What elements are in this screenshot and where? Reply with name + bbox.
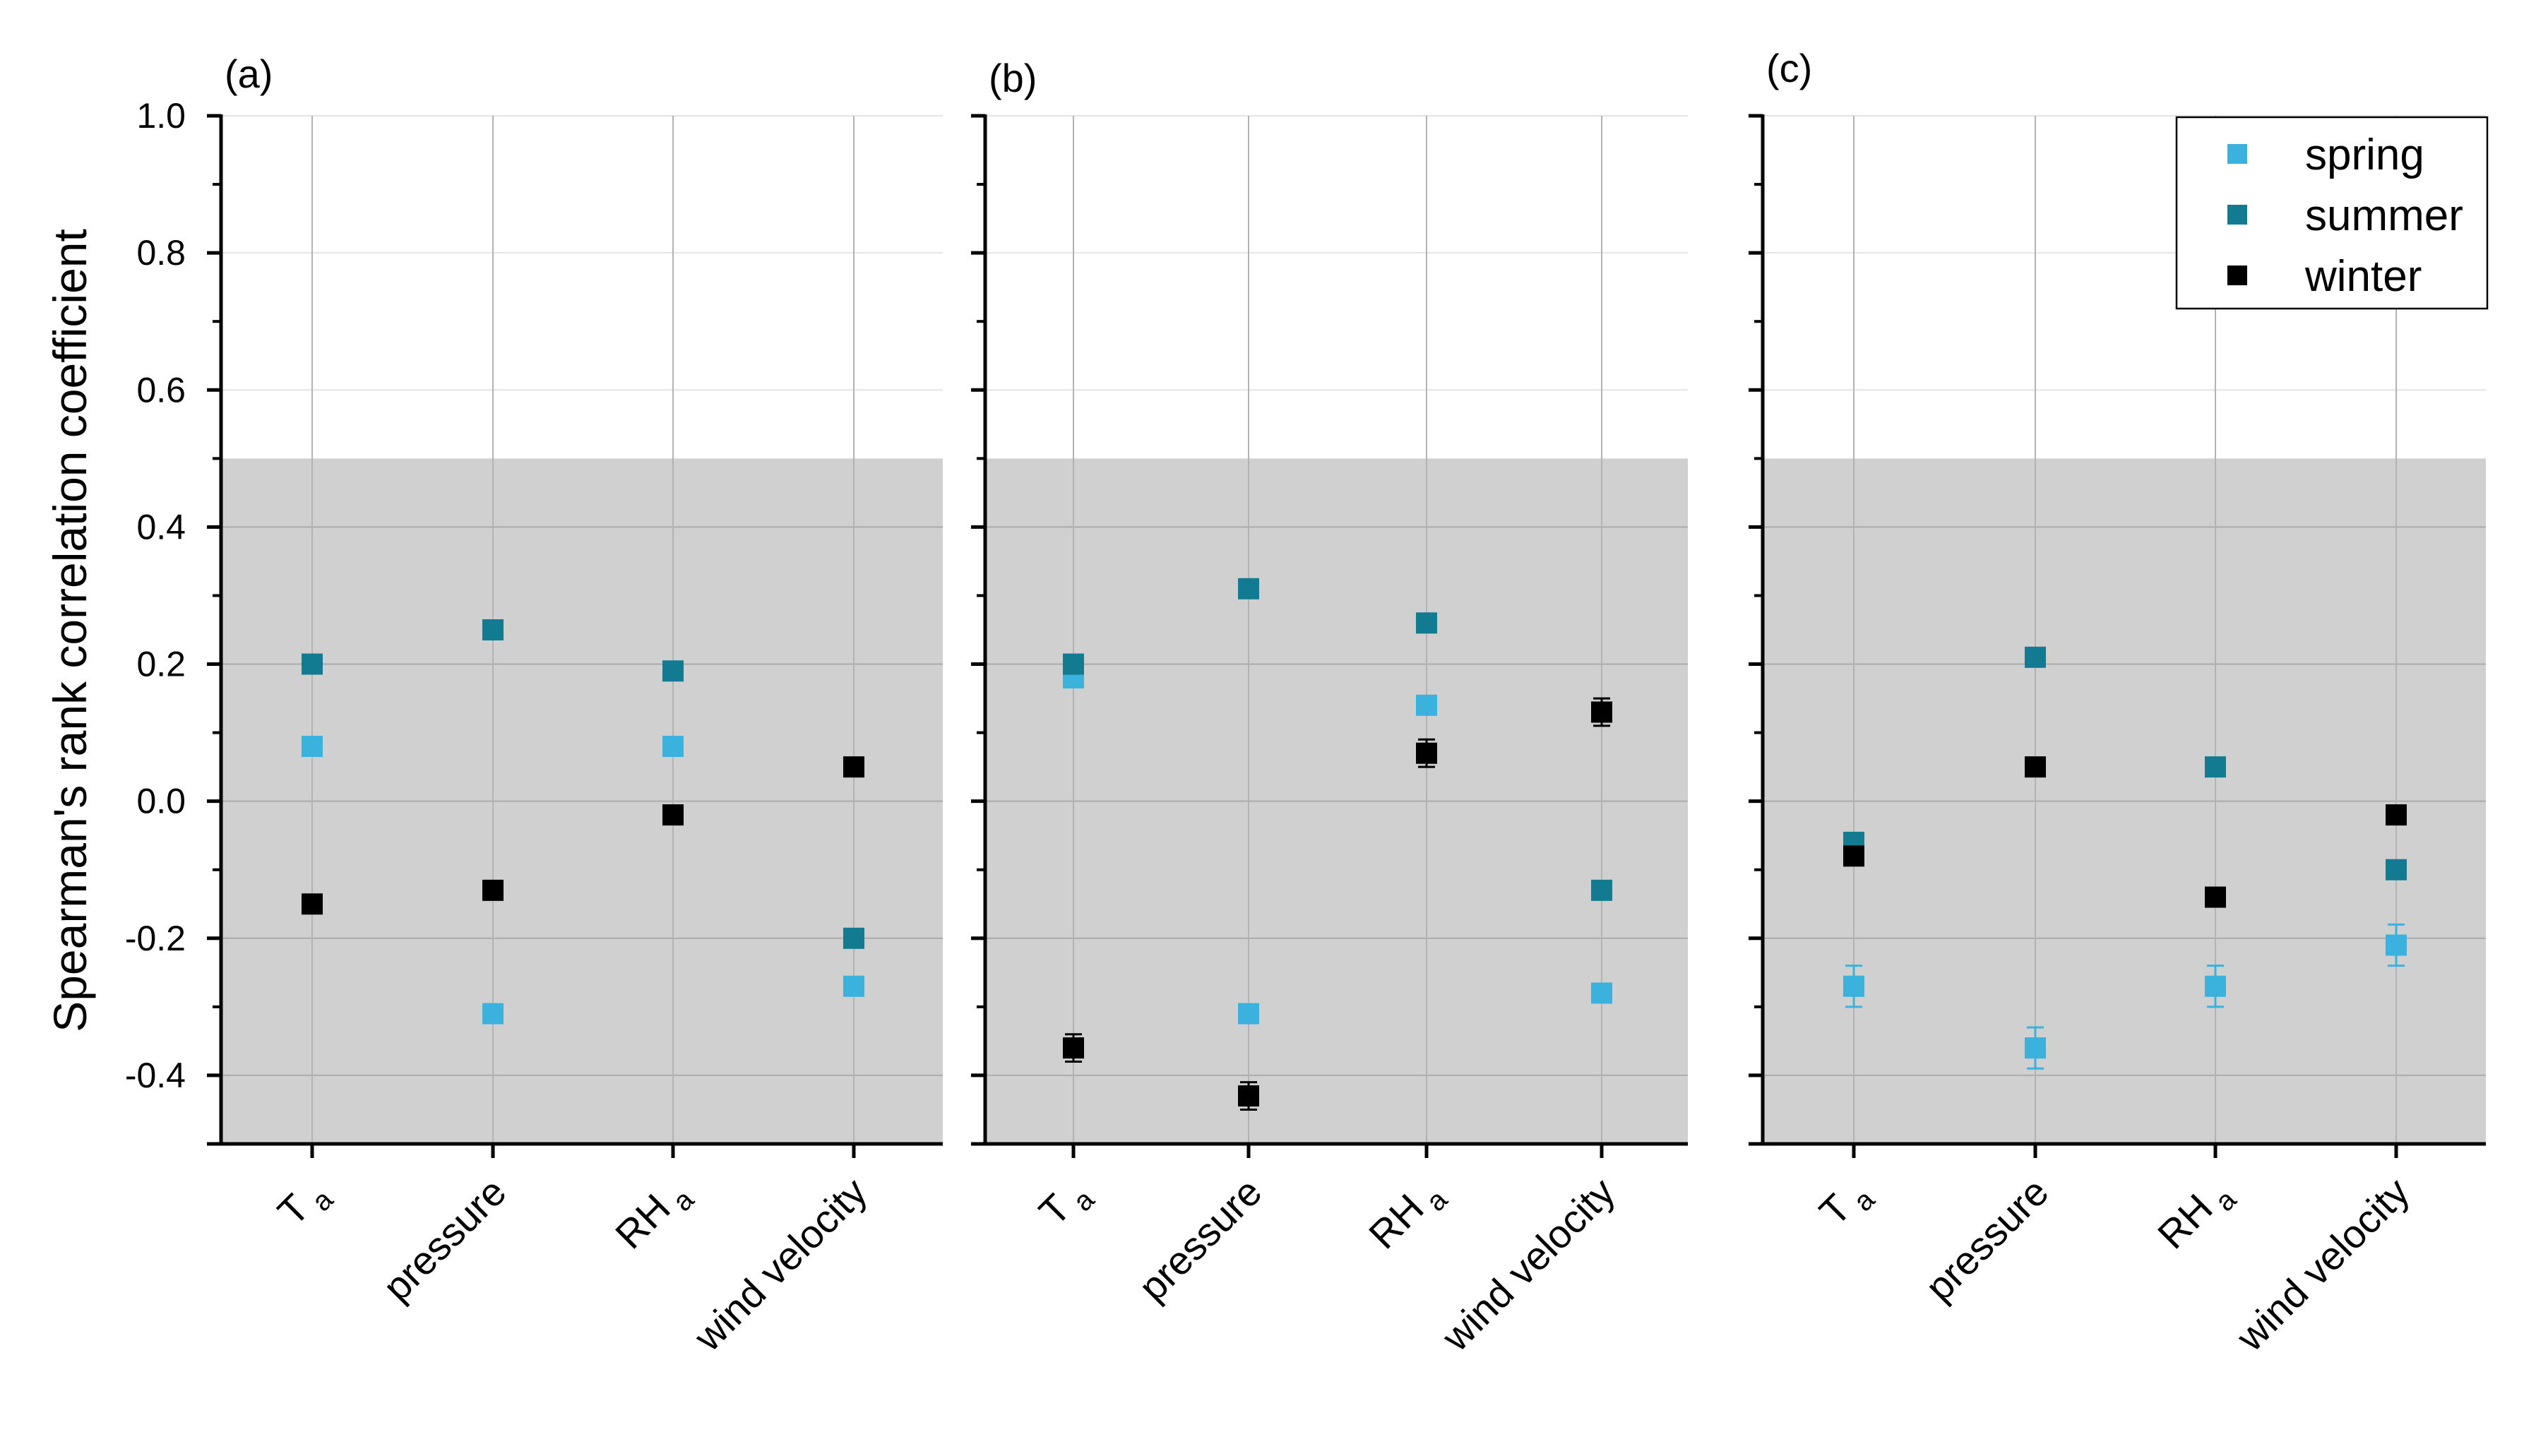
legend: spring summer winter (2175, 116, 2489, 310)
y-tick-label: -0.2 (125, 919, 186, 958)
data-point-winter (1416, 742, 1437, 764)
data-point-winter (1063, 1037, 1084, 1059)
legend-label-summer: summer (2305, 191, 2463, 240)
legend-swatch-summer (2227, 205, 2247, 225)
data-point-summer (302, 653, 323, 675)
y-axis-label: Spearman's rank correlation coefficient (44, 229, 96, 1032)
data-point-spring (843, 975, 864, 997)
data-point-winter (2205, 886, 2226, 908)
y-tick-label: -0.4 (125, 1056, 186, 1095)
y-tick-label: 0.6 (136, 370, 186, 410)
data-point-spring (2205, 975, 2226, 997)
panel-b-label: (b) (989, 56, 1037, 100)
data-point-summer (1591, 879, 1612, 901)
data-point-summer (1238, 578, 1259, 599)
data-point-layer (302, 578, 2407, 1111)
data-point-winter (1591, 701, 1612, 723)
x-category-label: Ta (269, 1169, 340, 1239)
data-point-summer (662, 660, 684, 682)
data-point-winter (662, 804, 684, 826)
x-category-label: pressure (1130, 1169, 1270, 1310)
data-point-spring (482, 1003, 504, 1025)
axis-layer (207, 114, 2486, 1158)
data-point-spring (662, 736, 684, 758)
y-tick-label: 0.2 (136, 645, 186, 684)
data-point-spring (2386, 934, 2407, 956)
panel-c-label: (c) (1766, 46, 1812, 90)
data-point-spring (2025, 1037, 2046, 1059)
y-tick-label: 0.8 (136, 233, 186, 273)
panel-a-label: (a) (225, 52, 273, 96)
data-point-summer (1416, 612, 1437, 634)
x-category-label: wind velocity (2227, 1169, 2418, 1360)
y-tick-label: 0.4 (136, 507, 186, 547)
x-category-label: RHa (2149, 1169, 2243, 1263)
data-point-winter (302, 893, 323, 915)
x-category-label: RHa (607, 1169, 701, 1263)
data-point-summer (843, 927, 864, 949)
data-point-summer (2025, 646, 2046, 668)
gridline-layer (221, 115, 2486, 1144)
x-category-label: Ta (1811, 1169, 1881, 1239)
data-point-winter (843, 756, 864, 778)
data-point-spring (1416, 694, 1437, 716)
data-point-winter (1843, 845, 1864, 867)
x-category-label: wind velocity (1433, 1169, 1624, 1360)
legend-swatch-spring (2227, 144, 2247, 164)
data-point-summer (1063, 653, 1084, 675)
data-point-spring (1238, 1003, 1259, 1025)
x-category-label: RHa (1360, 1169, 1454, 1263)
x-category-label: pressure (1917, 1169, 2057, 1310)
data-point-winter (482, 879, 504, 901)
data-point-spring (1843, 975, 1864, 997)
data-point-winter (2386, 804, 2407, 826)
data-point-spring (1591, 982, 1612, 1004)
x-category-label: pressure (374, 1169, 515, 1310)
data-point-spring (302, 736, 323, 758)
data-point-summer (2205, 756, 2226, 778)
data-point-winter (1238, 1085, 1259, 1107)
data-point-summer (2386, 859, 2407, 881)
x-category-label: wind velocity (685, 1169, 876, 1360)
data-point-summer (482, 619, 504, 640)
x-category-label: Ta (1030, 1169, 1101, 1239)
y-tick-label: 1.0 (136, 96, 186, 136)
legend-swatch-winter (2227, 265, 2247, 285)
legend-label-winter: winter (2304, 252, 2422, 301)
y-tick-label: 0.0 (136, 782, 186, 821)
data-point-winter (2025, 756, 2046, 778)
legend-label-spring: spring (2305, 131, 2424, 179)
